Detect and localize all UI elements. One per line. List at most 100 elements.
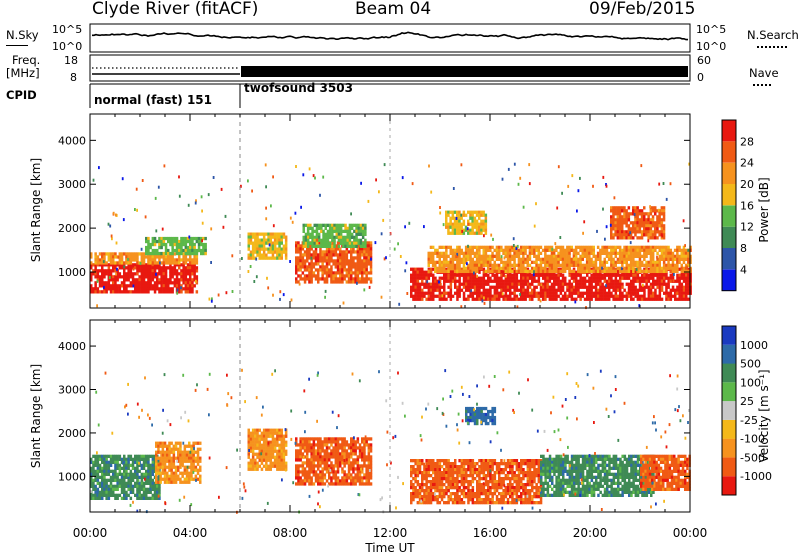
power-cell [563,248,567,252]
velocity-cell [134,472,137,476]
power-cell [462,257,466,261]
power-cell [173,278,177,282]
power-scatter-point [378,190,380,194]
freq-unit: [MHz] [6,66,40,80]
velocity-cell [163,477,167,481]
power-cell [449,245,452,249]
power-scatter-point [439,211,442,215]
power-scatter-point [398,302,401,306]
power-cell [541,248,545,252]
velocity-cell [172,450,176,454]
power-cell [189,290,192,294]
velocity-cell [107,454,111,458]
power-scatter-point [298,282,301,286]
velocity-cell [188,444,191,448]
power-cell [332,247,335,251]
power-cell [306,235,310,239]
power-cell [354,250,357,254]
velocity-cell [183,456,187,460]
power-cell [625,233,628,237]
power-cell [535,260,538,264]
power-cell [94,284,97,288]
power-cell [533,276,536,280]
power-cell [180,239,183,244]
power-cell [112,266,115,270]
power-cell [358,253,362,257]
velocity-cell [157,450,160,454]
nave-line [753,84,771,86]
velocity-cell [265,461,268,465]
power-cell [151,263,155,267]
power-cell [158,245,161,250]
velocity-cell [273,455,277,459]
power-cell [328,247,331,251]
power-cell [129,255,133,259]
power-cell [284,241,288,245]
power-cell [423,282,426,286]
velocity-cell [105,460,108,464]
power-cell [669,273,673,277]
power-cell [101,258,104,262]
power-cell [456,254,459,258]
power-cell [618,236,622,240]
velocity-cell [142,490,146,494]
power-cell [625,254,628,258]
power-cell [469,266,472,270]
power-cell [247,247,250,251]
power-cell [517,260,521,264]
power-cell [447,279,450,283]
power-cell [665,294,668,298]
power-cell [178,239,181,244]
power-scatter-point [393,247,396,251]
velocity-cell [116,463,119,467]
power-cell [361,232,365,236]
power-scatter-point [461,229,464,233]
velocity-cell [140,475,144,479]
power-cell [546,269,549,273]
power-cell [365,247,368,251]
velocity-cell [153,496,157,500]
power-cell [537,245,540,249]
date-label: 09/Feb/2015 [589,0,696,19]
power-cell [280,253,283,257]
power-cell [687,285,690,289]
power-cell [325,262,329,266]
velocity-cell [123,493,126,497]
velocity-cell [262,455,266,459]
power-cell [616,270,620,274]
velocity-cell [149,481,152,485]
power-cell [574,254,578,258]
power-cell [269,238,272,242]
velocity-cell [262,434,266,438]
power-scatter-point [438,280,440,284]
power-cell [363,247,366,251]
power-cell [320,241,323,245]
velocity-cell [142,484,146,488]
power-cell [427,291,431,295]
velocity-cell [265,464,268,468]
velocity-cell [192,450,195,454]
power-cell [667,294,670,298]
power-cell [671,257,675,261]
velocity-cell [129,487,133,491]
velocity-cell [179,444,182,448]
power-cell [636,224,639,228]
power-cell [308,271,311,275]
power-cell [577,245,580,249]
power-cell [651,248,655,252]
velocity-cell [140,484,144,488]
power-cell [331,223,334,227]
velocity-cell [185,450,189,454]
power-cell [156,261,159,265]
power-cell [645,266,648,270]
velocity-cell [172,444,176,448]
velocity-cell [94,487,97,491]
power-cell [685,291,688,295]
power-cell [440,266,444,270]
power-cell [186,269,190,273]
power-cell [431,245,435,249]
power-cell [603,276,607,280]
velocity-cell [265,467,268,471]
power-cell [334,247,338,251]
power-cell [295,244,298,248]
